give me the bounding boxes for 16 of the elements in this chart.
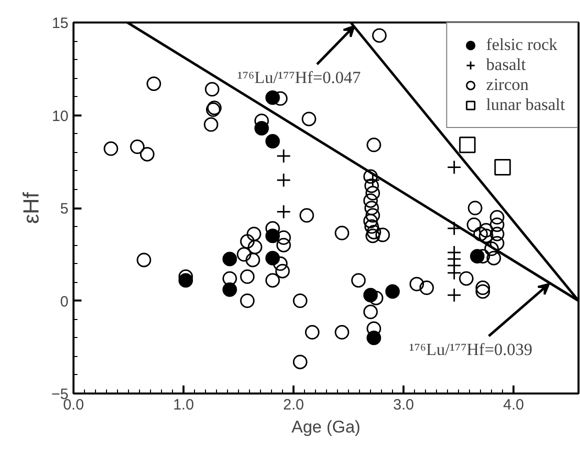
annotation: ¹⁷⁶Lu/¹⁷⁷Hf=0.039 (409, 340, 532, 360)
legend-label: felsic rock (486, 35, 558, 55)
x-tick-label: 2.0 (283, 396, 304, 414)
x-tick-label: 1.0 (173, 396, 194, 414)
x-tick-label: 3.0 (393, 396, 414, 414)
y-tick-label: 10 (52, 108, 69, 125)
annotation: ¹⁷⁶Lu/¹⁷⁷Hf=0.047 (237, 68, 362, 88)
y-tick-label: 15 (52, 15, 69, 32)
legend-label: basalt (486, 55, 526, 75)
y-axis-title: εHf (18, 191, 44, 224)
y-tick-label: 0 (60, 293, 68, 310)
x-axis-title: Age (Ga) (292, 418, 360, 436)
y-tick-label: 5 (60, 200, 68, 218)
x-tick-label: 4.0 (503, 396, 524, 414)
legend-label: lunar basalt (486, 95, 565, 115)
legend-label: zircon (486, 75, 529, 95)
